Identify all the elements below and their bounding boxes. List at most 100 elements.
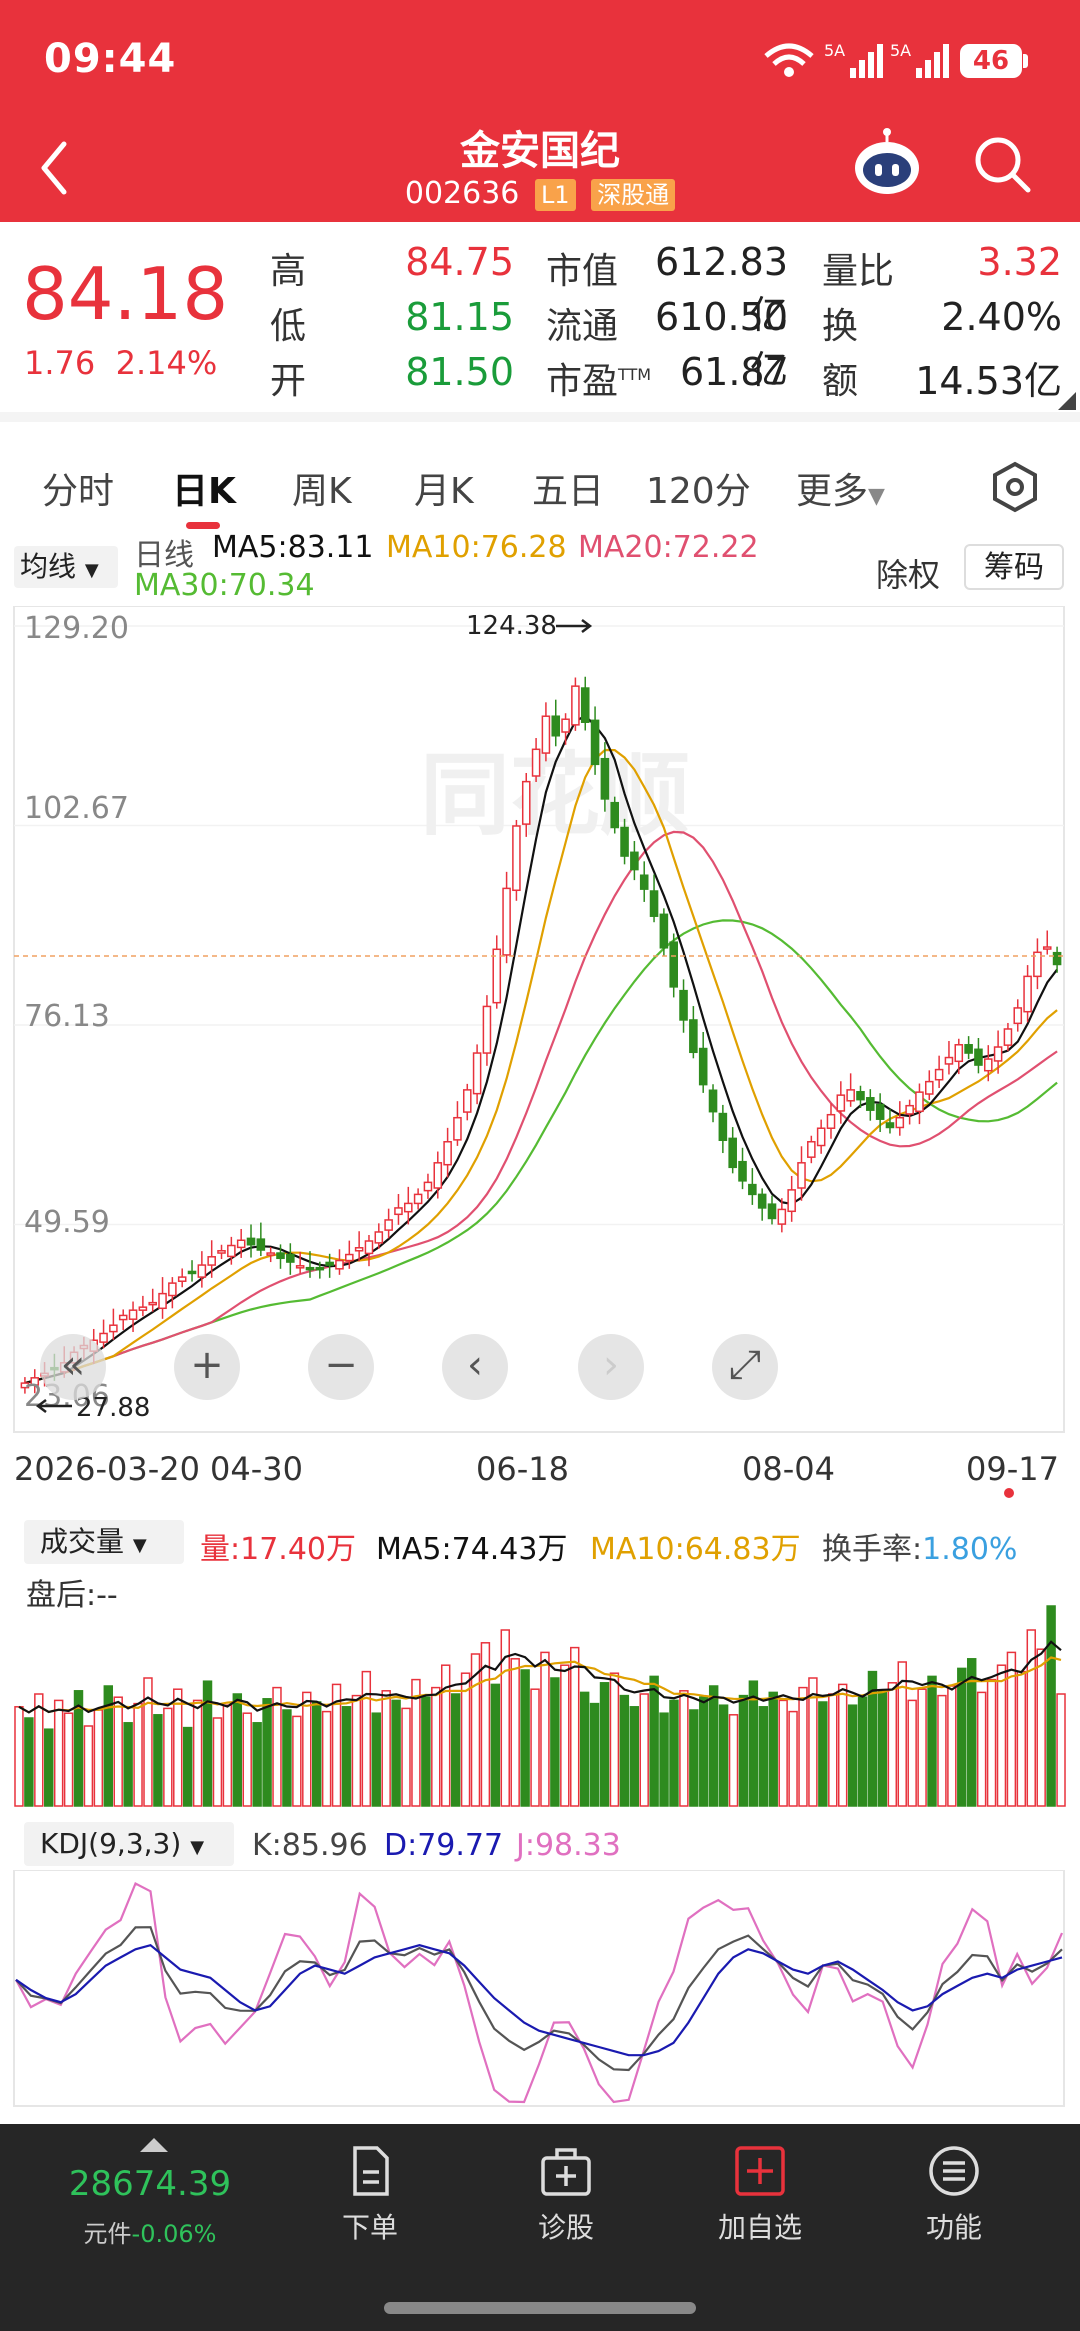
candle-body — [580, 687, 590, 723]
candle-body — [305, 1266, 315, 1271]
tab-five-day[interactable]: 五日 — [532, 471, 605, 512]
volume-bar — [73, 1690, 84, 1807]
stock-code-row: 002636 L1 深股通 — [0, 176, 1080, 211]
ma10-line — [24, 748, 1058, 1385]
search-icon[interactable] — [970, 132, 1034, 196]
zoom-out-button[interactable]: − — [308, 1334, 374, 1400]
candle-body — [698, 1047, 708, 1086]
home-indicator[interactable] — [384, 2302, 696, 2314]
battery-indicator: 46 — [960, 44, 1028, 78]
robot-assistant-icon[interactable] — [852, 128, 922, 198]
volume-ma5-line — [18, 1640, 1062, 1714]
zoom-out-far-button[interactable]: « — [40, 1334, 106, 1400]
volume-bar — [242, 1712, 252, 1807]
volume-bar — [887, 1682, 898, 1807]
tab-120min[interactable]: 120分 — [646, 471, 751, 512]
nav-order[interactable]: 下单 — [300, 2144, 440, 2246]
kdj-chart[interactable] — [0, 1870, 1080, 2110]
back-button[interactable] — [28, 128, 88, 208]
tab-daily-k[interactable]: 日K — [172, 471, 236, 512]
tab-intraday[interactable]: 分时 — [42, 471, 115, 512]
x-label-1: 04-30 — [210, 1450, 303, 1488]
candle-body — [561, 718, 570, 733]
index-value[interactable]: 28674.39 — [68, 2164, 232, 2204]
add-square-icon — [735, 2146, 785, 2196]
tab-weekly-k[interactable]: 周K — [292, 471, 352, 512]
volume-bar — [550, 1677, 560, 1807]
status-bar: 09:44 5A 5A 46 — [0, 0, 1080, 110]
zoom-in-button[interactable]: + — [174, 1334, 240, 1400]
expand-up-icon[interactable] — [140, 2138, 168, 2152]
index-sub-change: -0.06% — [131, 2220, 217, 2248]
candle-body — [1013, 1007, 1023, 1025]
candle-body — [148, 1301, 157, 1306]
volume-bar — [1016, 1670, 1027, 1807]
volume-chart[interactable] — [0, 1600, 1080, 1810]
candle-body — [856, 1091, 865, 1101]
period-tabs: 分时 日K 周K 月K 五日 120分 更多▼ — [0, 412, 1080, 540]
chart-frame — [13, 606, 1065, 1433]
volume-bar — [351, 1694, 362, 1807]
candle-body — [276, 1252, 285, 1260]
volume-bar — [192, 1699, 203, 1807]
tab-more[interactable]: 更多▼ — [796, 462, 885, 514]
nav-add-watchlist[interactable]: 加自选 — [690, 2144, 830, 2246]
nav-diagnose[interactable]: 诊股 — [496, 2144, 636, 2246]
volume-bar — [768, 1691, 778, 1807]
candle-body — [453, 1116, 462, 1141]
y-tick-labels: 129.20 102.67 76.13 49.59 23.06 — [24, 611, 129, 1414]
volume-bar — [1026, 1629, 1036, 1807]
volume-bar — [639, 1693, 649, 1807]
scroll-left-button[interactable]: ‹ — [442, 1334, 508, 1400]
volume-bar — [311, 1701, 322, 1807]
volume-bar — [321, 1710, 332, 1807]
hexagon-settings-icon[interactable] — [988, 460, 1042, 514]
scroll-right-button[interactable]: › — [578, 1334, 644, 1400]
current-date-dot — [1004, 1488, 1014, 1498]
volume-bar — [44, 1728, 54, 1807]
candle-body — [462, 1089, 472, 1113]
nav-functions[interactable]: 功能 — [884, 2144, 1024, 2246]
volume-bar — [540, 1651, 550, 1807]
level-tag: L1 — [534, 178, 576, 211]
volume-bar — [500, 1629, 510, 1807]
volume-bar — [818, 1701, 828, 1807]
line-type-label: 日线 — [134, 538, 194, 573]
high-label: 高 — [270, 251, 307, 292]
net2-label: 5A — [890, 41, 911, 60]
candle-body — [325, 1261, 334, 1266]
volume-bar — [381, 1690, 391, 1807]
volume-bar — [173, 1688, 183, 1807]
turnover-label: 换 — [822, 306, 859, 347]
volume-bar — [560, 1664, 570, 1807]
pe-label-text: 市盈 — [546, 361, 619, 402]
expand-corner-icon[interactable] — [1058, 392, 1076, 410]
low-label: 低 — [270, 306, 307, 347]
change-value: 1.76 — [24, 344, 96, 382]
volume-bar — [14, 1706, 24, 1807]
volume-bar — [262, 1698, 272, 1807]
volume-ma10-label: MA10:64.83万 — [590, 1532, 801, 1567]
kdj-dropdown[interactable]: KDJ(9,3,3) ▼ — [24, 1822, 234, 1866]
ma-lines — [24, 714, 1058, 1385]
fullscreen-button[interactable]: ⤢ — [712, 1334, 778, 1400]
x-label-2: 06-18 — [476, 1450, 569, 1488]
candle-body — [99, 1332, 108, 1343]
candlestick-chart[interactable]: 同花顺 129.20 102.67 76.13 49.59 23.06 124.… — [0, 606, 1080, 1436]
candle-body — [1042, 946, 1052, 950]
y-tick-2: 76.13 — [24, 999, 110, 1034]
candle-body — [177, 1276, 187, 1282]
ma-dropdown[interactable]: 均线 ▼ — [14, 546, 118, 588]
signal-icon-1: 5A — [824, 41, 883, 78]
candle-body — [521, 780, 531, 825]
candle-body — [659, 913, 669, 949]
ex-rights-toggle[interactable]: 除权 — [876, 556, 941, 594]
volume-dropdown[interactable]: 成交量 ▼ — [24, 1520, 184, 1564]
volume-bar — [649, 1675, 659, 1807]
tab-monthly-k[interactable]: 月K — [414, 471, 474, 512]
candle-body — [404, 1202, 413, 1213]
kdj-frame — [13, 1870, 1065, 2107]
candle-body — [472, 1052, 482, 1095]
volume-bar — [609, 1672, 620, 1807]
chip-distribution-button[interactable]: 筹码 — [964, 544, 1064, 590]
